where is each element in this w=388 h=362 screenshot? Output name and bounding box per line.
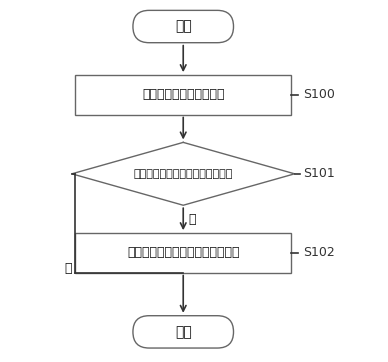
Text: 是: 是 bbox=[189, 212, 196, 226]
FancyBboxPatch shape bbox=[133, 10, 234, 43]
Polygon shape bbox=[72, 142, 294, 205]
Text: S102: S102 bbox=[303, 247, 335, 259]
Bar bbox=[75, 233, 291, 273]
Text: 将所述日程事件确定为待出行事件: 将所述日程事件确定为待出行事件 bbox=[127, 247, 239, 259]
Bar bbox=[75, 75, 291, 114]
Text: 结束: 结束 bbox=[175, 325, 192, 339]
FancyBboxPatch shape bbox=[133, 316, 234, 348]
Text: 判断日程事件是否为户外执行事件: 判断日程事件是否为户外执行事件 bbox=[133, 169, 233, 179]
Text: 获取移动终端的日程事件: 获取移动终端的日程事件 bbox=[142, 88, 225, 101]
Text: S101: S101 bbox=[303, 167, 335, 180]
Text: 开始: 开始 bbox=[175, 20, 192, 34]
Text: 否: 否 bbox=[64, 262, 72, 275]
Text: S100: S100 bbox=[303, 88, 336, 101]
